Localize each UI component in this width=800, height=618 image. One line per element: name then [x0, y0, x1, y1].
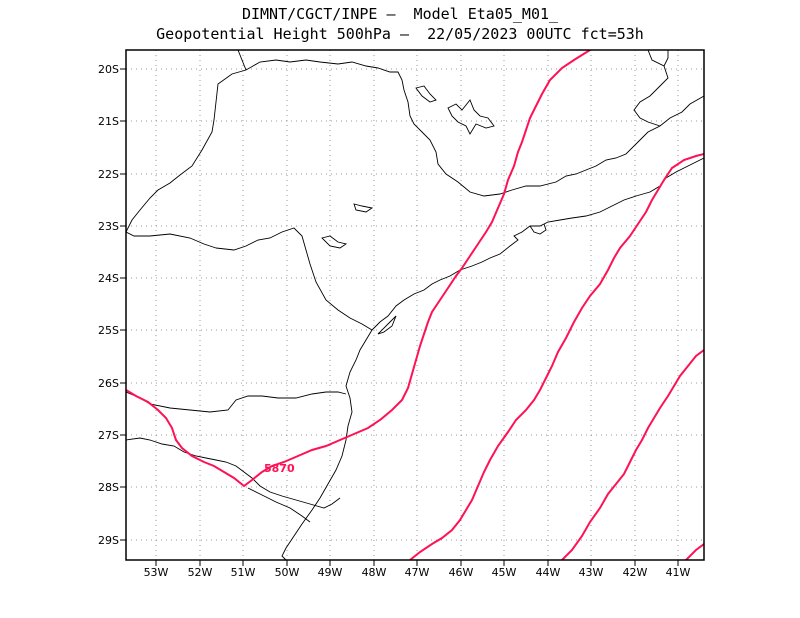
rs-inner [247, 487, 311, 523]
lat-label: 29S [98, 534, 119, 547]
lat-label: 22S [98, 168, 119, 181]
coast-south [281, 329, 373, 560]
contour-label: 5870 [264, 462, 295, 475]
lat-label: 23S [98, 220, 119, 233]
map-outlines [126, 50, 704, 560]
lat-label: 28S [98, 481, 119, 494]
mg-border-east [633, 50, 669, 127]
tick-marks [120, 68, 679, 566]
contour-east-1 [409, 153, 704, 560]
lon-label: 50W [275, 566, 300, 579]
lat-label: 24S [98, 272, 119, 285]
contour-east-3 [685, 543, 704, 560]
contour-east-2 [561, 349, 704, 560]
lat-label: 27S [98, 429, 119, 442]
lat-label: 26S [98, 377, 119, 390]
coast-sp-rj [371, 157, 704, 331]
lon-label: 52W [188, 566, 213, 579]
lat-label: 25S [98, 324, 119, 337]
lon-label: 47W [405, 566, 430, 579]
lon-label: 44W [536, 566, 561, 579]
sc-rs-border [126, 437, 341, 509]
reservoir-4 [321, 235, 348, 249]
lon-label: 41W [666, 566, 691, 579]
chart-title-line-1: DIMNT/CGCT/INPE — Model Eta05_M01_ [241, 5, 559, 23]
sp-state-border [126, 59, 704, 233]
lon-label: 48W [362, 566, 387, 579]
lat-label: 20S [98, 63, 119, 76]
chart-title-line-2: Geopotential Height 500hPa — 22/05/2023 … [156, 25, 644, 43]
pr-sc-border [126, 391, 347, 413]
lon-label: 42W [623, 566, 648, 579]
lon-label: 49W [318, 566, 343, 579]
lon-label: 43W [579, 566, 604, 579]
lon-label: 45W [492, 566, 517, 579]
lat-label: 21S [98, 115, 119, 128]
guanabara-bay [529, 223, 547, 235]
lat-labels: 20S 21S 22S 23S 24S 25S 26S 27S 28S 29S [98, 63, 119, 547]
grid-lines [126, 50, 704, 560]
lon-label: 53W [144, 566, 169, 579]
lon-labels: 53W 52W 51W 50W 49W 48W 47W 46W 45W 44W … [144, 566, 691, 579]
reservoir-2 [415, 85, 437, 103]
sp-pr-border [215, 227, 373, 331]
height-contours [126, 50, 704, 560]
lon-label: 51W [231, 566, 256, 579]
coast-island [377, 315, 397, 335]
mg-border-ne [663, 50, 669, 67]
pr-west [126, 231, 217, 249]
contour-5870 [126, 50, 591, 488]
plot-frame [125, 49, 705, 561]
mg-border-north [237, 50, 247, 71]
reservoir-1 [447, 99, 495, 135]
reservoir-3 [353, 203, 374, 213]
lon-label: 46W [449, 566, 474, 579]
